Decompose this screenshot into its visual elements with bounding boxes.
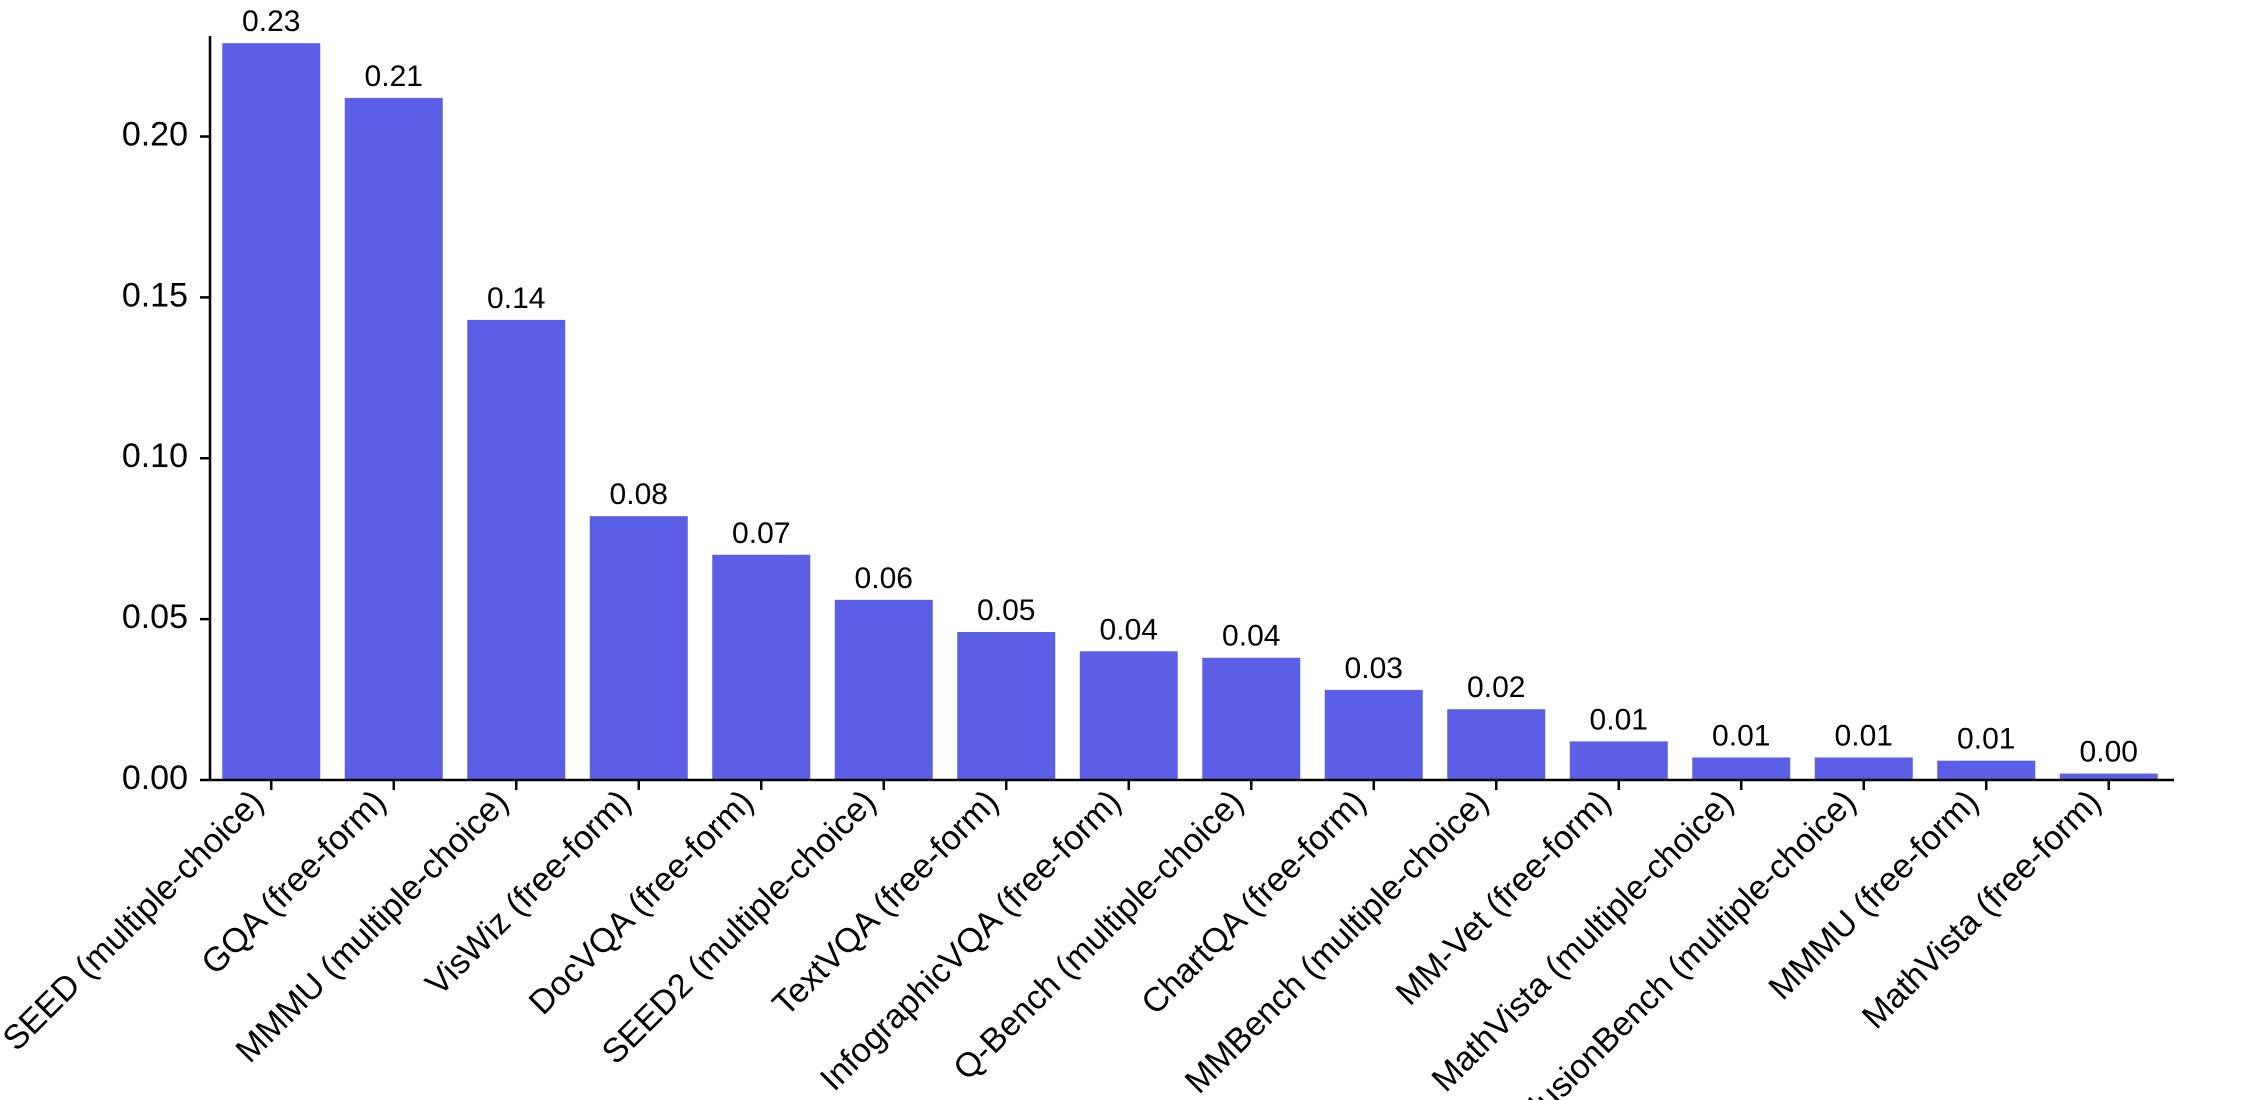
bar-value-label: 0.05 <box>977 594 1035 627</box>
bar <box>712 555 810 780</box>
y-tick-label: 0.10 <box>122 437 188 475</box>
bar-value-label: 0.07 <box>732 517 790 550</box>
bar-value-label: 0.00 <box>2080 736 2138 769</box>
bar <box>835 600 933 780</box>
bar-value-label: 0.06 <box>855 562 913 595</box>
bar <box>1570 741 1668 780</box>
bar <box>467 320 565 780</box>
y-tick-label: 0.05 <box>122 598 188 636</box>
bar-value-label: 0.04 <box>1222 620 1280 653</box>
bar-chart: 0.000.050.100.150.200.23SEED (multiple-c… <box>0 0 2262 1100</box>
bar <box>1202 658 1300 780</box>
bar <box>1447 709 1545 780</box>
bar <box>1080 651 1178 780</box>
bar <box>1815 757 1913 780</box>
y-tick-label: 0.15 <box>122 276 188 314</box>
bar-value-label: 0.01 <box>1957 723 2015 756</box>
bar <box>1937 761 2035 780</box>
bar-value-label: 0.14 <box>487 282 545 315</box>
bar-value-label: 0.23 <box>242 5 300 38</box>
bar-value-label: 0.03 <box>1345 652 1403 685</box>
bar <box>345 98 443 780</box>
bar-value-label: 0.21 <box>365 60 423 93</box>
bar-value-label: 0.04 <box>1100 613 1158 646</box>
bar <box>1325 690 1423 780</box>
bar <box>222 43 320 780</box>
bar-value-label: 0.01 <box>1835 719 1893 752</box>
bar <box>957 632 1055 780</box>
y-tick-label: 0.20 <box>122 116 188 154</box>
y-tick-label: 0.00 <box>122 759 188 797</box>
bar <box>590 516 688 780</box>
bar-value-label: 0.01 <box>1712 719 1770 752</box>
chart-svg: 0.000.050.100.150.200.23SEED (multiple-c… <box>0 0 2262 1100</box>
bar <box>1692 757 1790 780</box>
bar-value-label: 0.08 <box>610 478 668 511</box>
bar-value-label: 0.01 <box>1590 703 1648 736</box>
bar-value-label: 0.02 <box>1467 671 1525 704</box>
